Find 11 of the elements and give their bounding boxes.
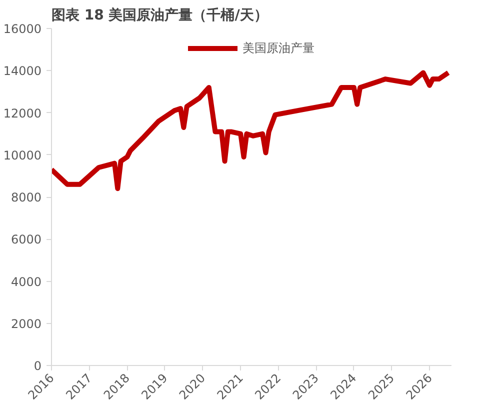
y-tick-label: 6000: [10, 232, 42, 247]
chart-title: 图表 18 美国原油产量（千桶/天）: [52, 6, 268, 24]
y-tick-label: 4000: [10, 274, 42, 289]
y-tick-label: 8000: [10, 190, 42, 204]
y-tick-label: 16000: [3, 22, 42, 36]
legend-label: 美国原油产量: [242, 40, 314, 56]
y-tick-label: 14000: [3, 64, 42, 78]
y-tick-label: 0: [34, 359, 42, 373]
y-tick-label: 12000: [3, 106, 42, 120]
y-tick-label: 2000: [10, 316, 42, 331]
y-tick-label: 10000: [3, 148, 42, 162]
